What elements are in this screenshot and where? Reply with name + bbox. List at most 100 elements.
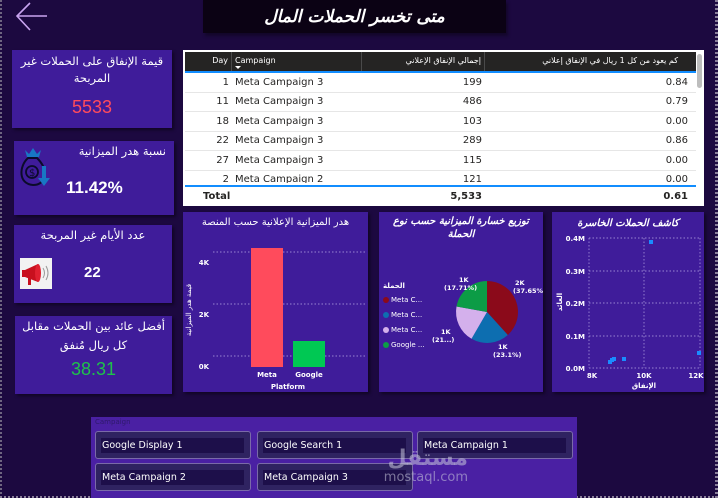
kpi-card-unprofitable-spend: قيمة الإنفاق على الحملات غير المربحة 553… — [12, 50, 172, 128]
column-header-return-per-riyal[interactable]: كم يعود من كل 1 ريال في الإنفاق إعلاني — [542, 56, 678, 65]
x-tick: Google — [295, 371, 323, 379]
x-tick: 10K — [636, 372, 652, 380]
scatter-point[interactable] — [697, 351, 701, 355]
legend-swatch-icon — [383, 342, 389, 348]
y-tick: 0.0M — [566, 365, 585, 373]
scatter-plot: 0.4M 0.3M 0.2M 0.1M 0.0M 8K 10K 12K الإن… — [556, 235, 704, 390]
y-tick: 4K — [199, 259, 210, 267]
kpi-card-best-roi: أفضل عائد بين الحملات مقابل كل ريال مُنف… — [15, 316, 172, 394]
table-row[interactable]: 11 Meta Campaign 3 486 0.79 — [185, 93, 696, 112]
arrow-left-icon — [15, 2, 47, 31]
kpi-title: أفضل عائد بين الحملات مقابل كل ريال مُنف… — [22, 319, 165, 352]
legend-swatch-icon — [383, 327, 389, 333]
cell-roi: 0.79 — [665, 96, 688, 108]
back-button[interactable] — [12, 2, 52, 32]
legend-swatch-icon — [383, 312, 389, 318]
table-total-row: Total 5,533 0.61 — [185, 185, 696, 205]
slicer-option-label: Google Display 1 — [101, 438, 244, 453]
y-axis-title: العائد — [556, 293, 564, 311]
cell-campaign: Meta Campaign 3 — [235, 154, 324, 166]
legend-label: Meta C... — [391, 326, 423, 334]
legend-item[interactable]: Meta C... — [383, 296, 443, 304]
cell-roi: 0.86 — [665, 135, 688, 147]
legend-item[interactable]: Meta C... — [383, 326, 443, 334]
column-header-day[interactable]: Day — [185, 52, 232, 71]
slicer-option-google-display-1[interactable]: Google Display 1 — [95, 431, 251, 459]
column-header-total-spend[interactable]: إجمالي الإنفاق الإعلاني — [362, 52, 485, 71]
canvas-edge-right — [715, 0, 718, 498]
table-scrollbar[interactable] — [696, 54, 702, 184]
bar-chart-waste-by-platform: هدر الميزانية الإعلانية حسب المنصة قيمة … — [183, 212, 368, 392]
legend-item[interactable]: Google ... — [383, 341, 443, 349]
cell-day: 1 — [222, 76, 229, 88]
y-tick: 0K — [199, 363, 210, 371]
campaign-slicer: Campaign Google Display 1 Google Search … — [91, 417, 577, 498]
table-header: Day Campaign إجمالي الإنفاق الإعلاني كم … — [185, 52, 696, 73]
column-header-campaign-label: Campaign — [235, 56, 276, 65]
kpi-title: نسبة هدر الميزانية — [78, 144, 166, 158]
pie-slice[interactable] — [456, 306, 487, 339]
scatter-point[interactable] — [649, 240, 653, 244]
pie-slice[interactable] — [456, 281, 488, 312]
column-header-campaign[interactable]: Campaign — [232, 52, 362, 71]
table-row[interactable]: 1 Meta Campaign 3 199 0.84 — [185, 73, 696, 93]
slicer-option-meta-campaign-1[interactable]: Meta Campaign 1 — [417, 431, 573, 459]
table-row[interactable]: 2 Meta Campaign 2 121 0.00 — [185, 171, 696, 183]
pie-label: (23.1%) — [493, 351, 522, 359]
kpi-title: قيمة الإنفاق على الحملات غير المربحة — [20, 54, 164, 85]
table-body: 1 Meta Campaign 3 199 0.84 11 Meta Campa… — [185, 73, 696, 183]
kpi-value: 38.31 — [70, 359, 117, 379]
chart-title: هدر الميزانية الإعلانية حسب المنصة — [201, 217, 350, 228]
table-scrollbar-thumb[interactable] — [697, 54, 702, 88]
scatter-chart-losing-campaigns: كاشف الحملات الخاسرة 0.4M 0.3M 0.2M 0.1M… — [552, 212, 704, 392]
total-label: Total — [203, 190, 231, 202]
bar-chart-plot: قيمة هدر الميزانية 4K 2K 0K Meta Google … — [185, 248, 365, 391]
y-axis-title: قيمة هدر الميزانية — [185, 284, 193, 336]
pie-slice[interactable] — [471, 312, 508, 343]
pie-slice[interactable] — [487, 281, 519, 335]
slicer-option-label: Meta Campaign 1 — [423, 438, 566, 453]
bar-meta[interactable] — [251, 248, 283, 367]
kpi-value: 11.42% — [66, 178, 123, 197]
slicer-option-meta-campaign-2[interactable]: Meta Campaign 2 — [95, 463, 251, 491]
cell-campaign: Meta Campaign 3 — [235, 96, 324, 108]
sort-descending-icon — [235, 66, 241, 69]
canvas-edge-left — [0, 0, 2, 498]
cell-day: 2 — [222, 173, 229, 183]
pie-label: 1K — [459, 276, 470, 284]
scatter-point[interactable] — [622, 357, 626, 361]
kpi-value: 22 — [84, 264, 101, 281]
slicer-option-label: Google Search 1 — [263, 438, 406, 453]
slicer-label: Campaign — [95, 418, 131, 426]
scatter-point[interactable] — [612, 357, 616, 361]
pie-label: (17.71%) — [444, 284, 477, 292]
cell-campaign: Meta Campaign 3 — [235, 76, 324, 88]
x-tick: 8K — [587, 372, 598, 380]
table-row[interactable]: 27 Meta Campaign 3 115 0.00 — [185, 151, 696, 171]
legend-item[interactable]: Meta C... — [383, 311, 443, 319]
x-tick: 12K — [688, 372, 704, 380]
table-row[interactable]: 18 Meta Campaign 3 103 0.00 — [185, 112, 696, 132]
slicer-option-google-search-1[interactable]: Google Search 1 — [257, 431, 413, 459]
slicer-option-meta-campaign-3[interactable]: Meta Campaign 3 — [257, 463, 413, 491]
pie-label: 1K — [498, 343, 509, 351]
y-tick: 2K — [199, 311, 210, 319]
unprofitable-days-table: Day Campaign إجمالي الإنفاق الإعلاني كم … — [183, 50, 704, 206]
pie-label: 1K — [441, 328, 452, 336]
x-tick: Meta — [257, 371, 277, 379]
cell-spend: 121 — [462, 173, 482, 183]
y-tick: 0.2M — [566, 300, 585, 308]
page-title-box: متى تخسر الحملات المال — [203, 0, 506, 33]
page-title: متى تخسر الحملات المال — [264, 6, 445, 27]
cell-spend: 289 — [462, 135, 482, 147]
cell-campaign: Meta Campaign 3 — [235, 115, 324, 127]
x-axis-title: Platform — [271, 383, 305, 391]
total-spend: 5,533 — [450, 190, 482, 202]
money-bag-down-icon: $ — [20, 148, 50, 187]
table-row[interactable]: 22 Meta Campaign 3 289 0.86 — [185, 132, 696, 151]
kpi-value: 5533 — [71, 97, 113, 117]
slicer-option-label: Meta Campaign 2 — [101, 470, 244, 485]
svg-text:$: $ — [29, 168, 35, 179]
bar-google[interactable] — [293, 341, 325, 367]
cell-campaign: Meta Campaign 3 — [235, 135, 324, 147]
